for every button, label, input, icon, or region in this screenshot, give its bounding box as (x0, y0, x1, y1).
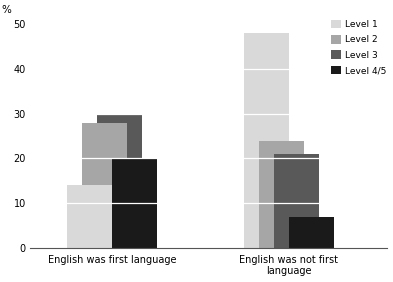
Bar (289, 217, 334, 248)
Bar (82, 123, 127, 248)
Text: %: % (1, 5, 11, 15)
Bar (97, 114, 142, 248)
Bar (244, 33, 289, 248)
Bar (259, 140, 304, 248)
Bar (112, 158, 157, 248)
Bar (274, 154, 319, 248)
Legend: Level 1, Level 2, Level 3, Level 4/5: Level 1, Level 2, Level 3, Level 4/5 (331, 20, 386, 75)
Bar (67, 185, 112, 248)
